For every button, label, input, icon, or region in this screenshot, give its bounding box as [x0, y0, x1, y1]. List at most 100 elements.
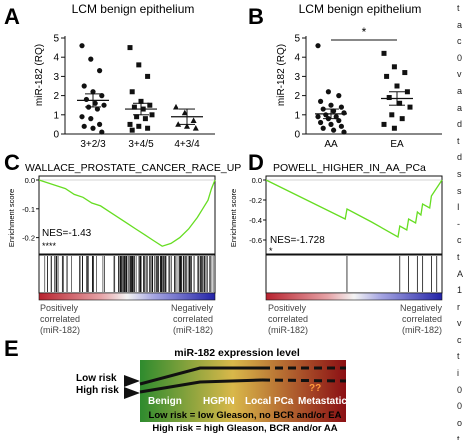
data-point: [190, 117, 197, 123]
x-tick-label: EA: [390, 139, 404, 150]
data-point: [90, 89, 96, 95]
data-point: [407, 104, 413, 110]
es-plot-frame: [265, 175, 443, 255]
data-point: [90, 125, 96, 131]
enrichment-curve: [38, 179, 216, 247]
data-point: [83, 96, 89, 103]
data-point: [142, 116, 148, 122]
y-ticks: 0.0 -0.2 -0.4 -0.6: [249, 176, 442, 245]
data-point: [81, 83, 87, 89]
y-tick-label: 4: [294, 53, 300, 64]
side-text-fragment: a: [457, 19, 463, 30]
data-point: [341, 110, 347, 116]
data-point: [391, 125, 397, 131]
side-text-fragment: s: [457, 168, 462, 179]
data-point: [384, 73, 390, 79]
side-text-fragment: 0: [457, 52, 463, 63]
hits-frame: [265, 254, 443, 294]
data-point: [333, 114, 339, 120]
data-point: [145, 125, 151, 131]
data-point: [341, 129, 347, 135]
gene-hit-bars: [44, 256, 214, 292]
y-axis-label: miR-182 (RQ): [276, 44, 287, 106]
data-point: [338, 123, 344, 129]
data-point: [97, 68, 103, 74]
stage-hgpin: HGPIN: [203, 396, 235, 407]
side-text-fragment: o: [457, 417, 463, 428]
data-point: [386, 95, 392, 101]
low-risk-arrow-icon: [124, 375, 140, 387]
data-point: [136, 62, 142, 68]
y-ticks: 0 1 2 3 4 5: [53, 34, 65, 141]
data-point: [127, 121, 133, 127]
y-axis-label: Enrichment score: [229, 189, 238, 247]
high-risk-arrow-icon: [124, 387, 140, 399]
y-tick-label: 5: [294, 34, 300, 45]
y-ticks: 0.0 -0.1 -0.2: [22, 176, 215, 243]
side-text-fragment: -: [457, 218, 460, 229]
side-text-fragment: d: [457, 119, 463, 130]
data-point: [389, 112, 395, 118]
panel-letter: A: [4, 4, 20, 29]
low-risk-line: [139, 366, 262, 386]
significance-marker: *: [269, 246, 273, 256]
side-text-fragment: a: [457, 85, 463, 96]
panel-letter: B: [248, 4, 264, 29]
data-point: [318, 98, 324, 104]
chart-title: LCM benign epithelium: [72, 2, 195, 16]
y-tick-label: 5: [53, 34, 59, 45]
side-text-fragment: v: [457, 318, 462, 329]
data-point: [181, 109, 188, 116]
side-text-fragment: i: [457, 368, 459, 379]
significance-marker: ****: [42, 241, 57, 251]
data-point: [92, 100, 98, 106]
y-tick-label: -0.1: [22, 205, 35, 214]
x-tick-label: 3+2/3: [80, 139, 106, 150]
data-point: [129, 89, 135, 95]
legend-low-risk: Low risk = low Gleason, no BCR and/or EA: [149, 410, 342, 421]
y-tick-label: 3: [294, 72, 300, 83]
data-point: [134, 114, 140, 120]
data-point: [325, 89, 331, 95]
side-text-fragment: t: [457, 251, 460, 262]
data-point: [145, 73, 151, 79]
x-tick-labels: AA EA: [324, 139, 404, 150]
data-point: [136, 123, 142, 129]
panel-c: C WALLACE_PROSTATE_CANCER_RACE_UP Enrich…: [4, 150, 241, 335]
y-tick-label: 0.0: [25, 176, 35, 185]
diagram-title: miR-182 expression level: [174, 347, 300, 359]
panel-a: A LCM benign epithelium miR-182 (RQ) 0 1 2…: [4, 2, 215, 150]
x-tick-label: 4+3/4: [174, 139, 200, 150]
side-text-fragment: v: [457, 69, 462, 80]
panel-letter: C: [4, 150, 20, 175]
gene-hit-bars: [346, 256, 438, 292]
y-tick-label: -0.2: [249, 196, 262, 205]
side-text-fragment: t: [457, 135, 460, 146]
data-point: [381, 50, 387, 56]
enrichment-curve: [265, 179, 443, 239]
low-risk-label: Low risk: [76, 373, 117, 384]
y-axis-label: Enrichment score: [7, 189, 16, 247]
data-point: [79, 43, 85, 49]
stage-metastatic: Metastatic: [298, 396, 347, 407]
x-tick-label: 3+4/5: [128, 139, 154, 150]
negatively-label-2: correlated: [402, 314, 442, 324]
panel-letter: D: [248, 150, 264, 175]
data-point: [397, 100, 403, 106]
data-point: [394, 83, 400, 89]
y-tick-label: 3: [53, 72, 59, 83]
side-text-fragment: r: [457, 301, 460, 312]
data-points: [315, 43, 413, 135]
data-point: [192, 125, 199, 131]
panel-b: B LCM benign epithelium miR-182 (RQ) 0 1 2…: [248, 2, 442, 150]
side-text-fragment: c: [457, 235, 462, 246]
data-point: [402, 70, 408, 76]
data-point: [336, 93, 342, 99]
stage-benign: Benign: [148, 396, 182, 407]
panel-d: D POWELL_HIGHER_IN_AA_PCa Enrichment sco…: [229, 150, 443, 335]
data-point: [315, 114, 321, 120]
data-point: [81, 123, 87, 129]
data-point: [399, 116, 405, 122]
expression-gradient: [140, 360, 346, 422]
